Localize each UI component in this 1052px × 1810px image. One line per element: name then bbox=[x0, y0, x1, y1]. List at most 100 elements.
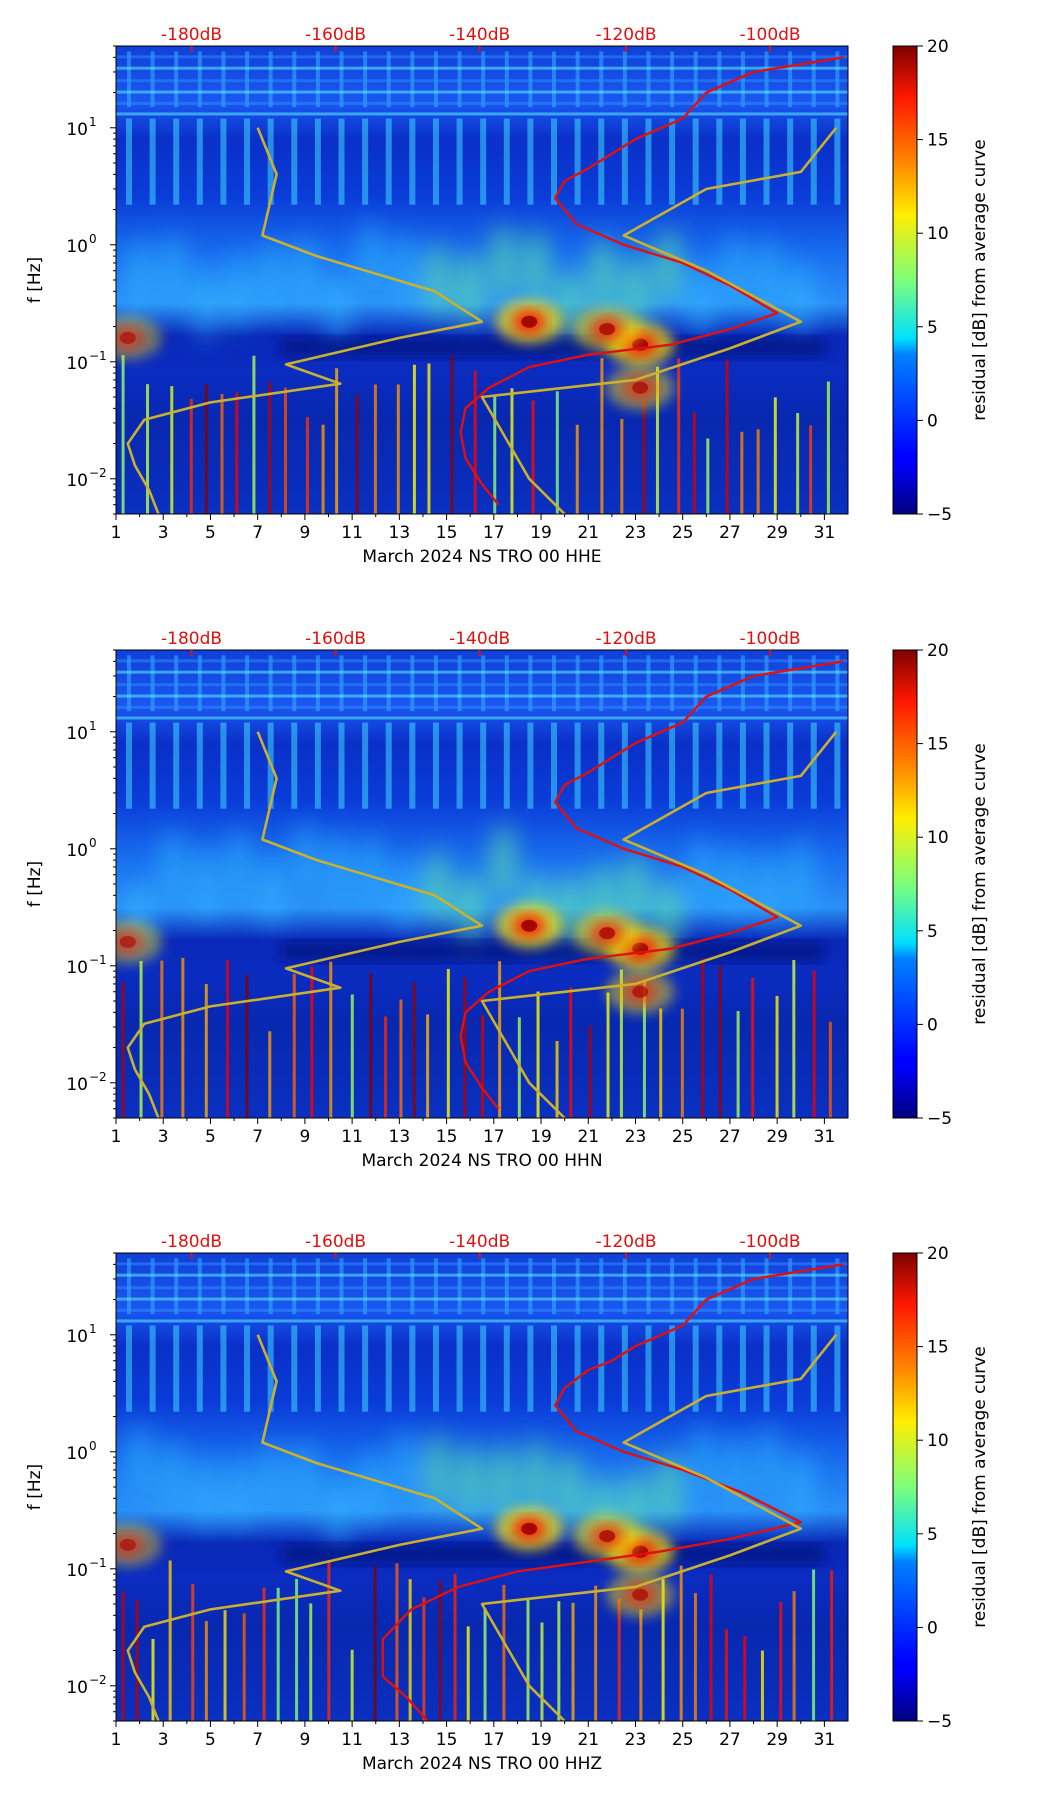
top-db-label: -160dB bbox=[305, 629, 366, 649]
stripe bbox=[763, 118, 770, 205]
spike bbox=[168, 1560, 172, 1721]
stripe bbox=[527, 1325, 534, 1412]
haze-blob bbox=[392, 232, 417, 309]
x-tick-label: 15 bbox=[436, 523, 458, 543]
x-tick-label: 31 bbox=[814, 1127, 836, 1147]
top-db-label: -100dB bbox=[740, 629, 801, 649]
hotspot-center bbox=[632, 1588, 649, 1601]
spike bbox=[384, 1016, 388, 1118]
dark-band bbox=[281, 1544, 825, 1564]
haze-blob bbox=[160, 828, 185, 905]
stripe bbox=[763, 722, 770, 809]
stripe bbox=[669, 118, 676, 205]
hotspot-center bbox=[599, 323, 616, 336]
x-tick-label: 29 bbox=[766, 1127, 788, 1147]
spike bbox=[692, 412, 696, 514]
y-tick-label: 10 bbox=[66, 1327, 88, 1347]
spike bbox=[536, 991, 540, 1118]
spike bbox=[594, 1585, 598, 1721]
x-tick-label: 15 bbox=[436, 1127, 458, 1147]
top-db-label: -120dB bbox=[596, 629, 657, 649]
top-db-label: -160dB bbox=[305, 25, 366, 45]
spike bbox=[555, 1041, 559, 1118]
colorbar-label: residual [dB] from average curve bbox=[970, 1346, 990, 1627]
haze-blob bbox=[392, 855, 417, 932]
x-tick-label: 25 bbox=[672, 1730, 694, 1750]
spike bbox=[373, 384, 377, 514]
stripe bbox=[338, 1325, 345, 1412]
haze-blob bbox=[458, 250, 483, 327]
spike bbox=[220, 394, 224, 514]
colorbar-tick-label: 10 bbox=[927, 224, 949, 244]
spike bbox=[588, 1026, 592, 1118]
x-tick-label: 23 bbox=[625, 523, 647, 543]
x-tick-label: 9 bbox=[299, 1730, 310, 1750]
spike bbox=[450, 355, 454, 514]
spike bbox=[555, 391, 559, 514]
stripe bbox=[503, 1325, 510, 1412]
x-tick-label: 7 bbox=[252, 523, 263, 543]
colorbar-label: residual [dB] from average curve bbox=[970, 743, 990, 1024]
stripe bbox=[787, 722, 794, 809]
median-curve-line bbox=[126, 1334, 484, 1721]
spike bbox=[531, 400, 535, 514]
stripe bbox=[196, 118, 203, 205]
haze-blob bbox=[359, 1450, 384, 1527]
haze-blob bbox=[689, 1424, 714, 1501]
top-db-label: -140dB bbox=[449, 1232, 510, 1252]
stripe bbox=[173, 722, 180, 809]
stripe bbox=[244, 118, 251, 205]
haze-blob bbox=[491, 1442, 516, 1519]
spike bbox=[725, 359, 729, 514]
haze-blob bbox=[193, 1454, 218, 1531]
colorbar-tick-label: 15 bbox=[927, 131, 949, 151]
colorbar-gradient bbox=[892, 649, 918, 1119]
haze-blob bbox=[259, 240, 284, 317]
colorbar-tick-label: 20 bbox=[927, 37, 949, 57]
haze-blob bbox=[325, 1470, 350, 1547]
spike bbox=[412, 364, 416, 514]
top-db-label: -160dB bbox=[305, 1232, 366, 1252]
haze-blob bbox=[788, 838, 813, 915]
spike bbox=[617, 1598, 621, 1721]
hotspot-center bbox=[119, 1538, 136, 1551]
spike bbox=[191, 1584, 195, 1721]
spike bbox=[701, 958, 705, 1118]
haze-blob bbox=[524, 229, 549, 306]
top-db-label: -180dB bbox=[161, 1232, 222, 1252]
y-tick-exponent: −1 bbox=[89, 349, 107, 363]
spike bbox=[775, 995, 779, 1118]
stripe bbox=[551, 1325, 558, 1412]
lf-spikes bbox=[121, 355, 830, 514]
spike bbox=[693, 1593, 697, 1721]
x-tick-label: 1 bbox=[111, 1127, 122, 1147]
hotspots bbox=[116, 299, 675, 410]
y-tick-exponent: −2 bbox=[89, 1070, 107, 1084]
haze-blob bbox=[590, 237, 615, 314]
spike bbox=[310, 966, 314, 1118]
hotspot-center bbox=[632, 985, 649, 998]
x-tick-label: 3 bbox=[158, 523, 169, 543]
y-tick-label: 10 bbox=[66, 354, 88, 374]
spike bbox=[830, 1570, 834, 1721]
haze-blob bbox=[292, 821, 317, 898]
spike bbox=[295, 1578, 299, 1721]
spike bbox=[135, 1599, 139, 1721]
x-axis-label: March 2024 NS TRO 00 HHN bbox=[361, 1151, 602, 1171]
spike bbox=[826, 381, 830, 514]
colorbar-tick-label: 15 bbox=[927, 1338, 949, 1358]
hotspot-center bbox=[632, 381, 649, 394]
spike bbox=[569, 987, 573, 1118]
stripe bbox=[173, 118, 180, 205]
stripe bbox=[385, 118, 392, 205]
x-tick-label: 5 bbox=[205, 1127, 216, 1147]
stripe bbox=[362, 722, 369, 809]
haze-blob bbox=[127, 1423, 152, 1500]
stripe bbox=[669, 722, 676, 809]
spike bbox=[438, 1580, 442, 1721]
colorbar-tick-label: 5 bbox=[927, 318, 938, 338]
hf-band bbox=[116, 705, 848, 709]
spike bbox=[540, 1622, 544, 1721]
stripe bbox=[244, 1325, 251, 1412]
